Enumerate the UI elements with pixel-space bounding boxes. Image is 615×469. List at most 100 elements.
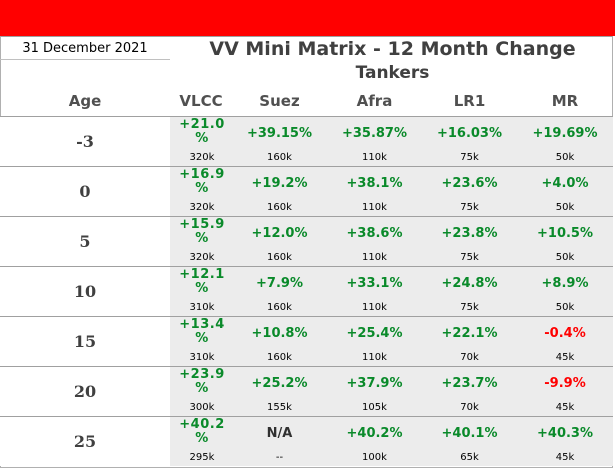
vlcc-size: 310k <box>189 302 215 313</box>
lr1-size: 70k <box>460 402 479 413</box>
table-row: 5 +15.9% 320k +12.0% 160k +38.6% 110k +23.8% 75k… <box>0 216 613 266</box>
lr1-size: 65k <box>460 452 479 463</box>
lr1-change-value: +40.1% <box>441 426 498 441</box>
table-row: -3 +21.0% 320k +39.15% 160k +35.87% 110k +16.03… <box>0 116 613 166</box>
afra-size: 110k <box>362 302 387 313</box>
lr1-change-value: +22.1% <box>441 326 498 341</box>
vlcc-change-line1: +40.2 <box>179 417 225 432</box>
vlcc-change-line2: % <box>195 131 209 146</box>
age-label: 25 <box>0 417 170 466</box>
afra-size: 100k <box>362 452 387 463</box>
vlcc-cell <box>170 317 232 366</box>
mr-change-value: -9.9% <box>544 376 586 391</box>
lr1-change-value: +23.6% <box>441 176 498 191</box>
vlcc-change-value: +15.9% <box>172 218 232 246</box>
vlcc-size: 320k <box>189 202 215 213</box>
vlcc-size: 295k <box>189 452 215 463</box>
mr-change-value: -0.4% <box>544 326 586 341</box>
vlcc-change-line2: % <box>195 331 209 346</box>
column-header-suez: Suez <box>259 92 300 110</box>
vlcc-cell <box>170 167 232 216</box>
mr-size: 50k <box>555 302 575 313</box>
date-divider <box>0 59 170 60</box>
values-cell-bg <box>232 117 613 166</box>
suez-change-value: +19.2% <box>251 176 308 191</box>
afra-size: 110k <box>362 352 387 363</box>
values-cell-bg <box>232 367 613 416</box>
vlcc-change-line2: % <box>195 231 209 246</box>
vlcc-change-line2: % <box>195 381 209 396</box>
lr1-change-value: +16.03% <box>436 126 503 141</box>
mr-change-value: +19.69% <box>532 126 598 141</box>
values-cell-bg <box>232 417 613 466</box>
suez-change-value: +12.0% <box>251 226 308 241</box>
mr-change-value: +10.5% <box>537 226 593 241</box>
vlcc-change-value: +13.4% <box>172 318 232 346</box>
table-row: 10 +12.1% 310k +7.9% 160k +33.1% 110k +24.8% 75k… <box>0 266 613 316</box>
column-header-lr1: LR1 <box>453 92 486 110</box>
age-label: 5 <box>0 217 170 266</box>
lr1-change-value: +23.8% <box>441 226 498 241</box>
age-label: 20 <box>0 367 170 416</box>
suez-size: 160k <box>267 152 292 163</box>
afra-change-value: +35.87% <box>341 126 408 141</box>
column-header-mr: MR <box>551 92 579 110</box>
values-cell-bg <box>232 317 613 366</box>
mr-size: 45k <box>555 452 575 463</box>
vlcc-change-line2: % <box>195 281 209 296</box>
mr-size: 45k <box>555 352 575 363</box>
vlcc-change-line2: % <box>195 431 209 446</box>
suez-size: 155k <box>267 402 292 413</box>
values-cell-bg <box>232 217 613 266</box>
suez-change-value: +25.2% <box>251 376 308 391</box>
age-label: 10 <box>0 267 170 316</box>
vlcc-change-line1: +16.9 <box>179 167 225 182</box>
suez-change-value: +7.9% <box>256 276 303 291</box>
lr1-size: 75k <box>460 152 479 163</box>
matrix-subtitle: Tankers <box>355 63 430 83</box>
vlcc-change-value: +21.0% <box>172 118 232 146</box>
afra-change-value: +38.1% <box>346 176 403 191</box>
afra-size: 110k <box>362 202 387 213</box>
suez-size: 160k <box>267 202 292 213</box>
afra-change-value: +33.1% <box>346 276 403 291</box>
lr1-size: 75k <box>460 252 479 263</box>
top-banner <box>0 0 615 36</box>
vlcc-change-value: +12.1% <box>172 268 232 296</box>
vlcc-size: 300k <box>189 402 215 413</box>
vlcc-change-line2: % <box>195 181 209 196</box>
vlcc-change-value: +23.9% <box>172 368 232 396</box>
suez-change-value: +39.15% <box>246 126 313 141</box>
afra-size: 110k <box>362 252 387 263</box>
suez-size: 160k <box>267 302 292 313</box>
mr-change-value: +8.9% <box>541 276 589 291</box>
afra-change-value: +38.6% <box>346 226 403 241</box>
afra-size: 105k <box>362 402 387 413</box>
suez-size: -- <box>275 452 284 463</box>
values-cell-bg <box>232 167 613 216</box>
vlcc-change-value: +40.2% <box>172 418 232 446</box>
afra-size: 110k <box>362 152 387 163</box>
afra-change-value: +37.9% <box>346 376 403 391</box>
vlcc-cell <box>170 217 232 266</box>
mr-change-value: +4.0% <box>541 176 589 191</box>
values-cell-bg <box>232 267 613 316</box>
vlcc-change-line1: +21.0 <box>179 117 225 132</box>
column-header-age: Age <box>68 92 102 110</box>
vlcc-cell <box>170 117 232 166</box>
mr-size: 50k <box>555 152 575 163</box>
table-row: 15 +13.4% 310k +10.8% 160k +25.4% 110k +22.1% 70… <box>0 316 613 366</box>
table-row: 0 +16.9% 320k +19.2% 160k +38.1% 110k +23.6% 75k… <box>0 166 613 216</box>
suez-change-value: +10.8% <box>251 326 308 341</box>
age-label: 0 <box>0 167 170 216</box>
vlcc-change-line1: +15.9 <box>179 217 225 232</box>
mr-size: 45k <box>555 402 575 413</box>
vlcc-change-line1: +12.1 <box>179 267 225 282</box>
matrix-title: VV Mini Matrix - 12 Month Change <box>209 38 576 60</box>
vlcc-size: 320k <box>189 152 215 163</box>
mr-size: 50k <box>555 202 575 213</box>
lr1-size: 75k <box>460 302 479 313</box>
suez-size: 160k <box>267 252 292 263</box>
suez-size: 160k <box>267 352 292 363</box>
mr-change-value: +40.3% <box>537 426 593 441</box>
